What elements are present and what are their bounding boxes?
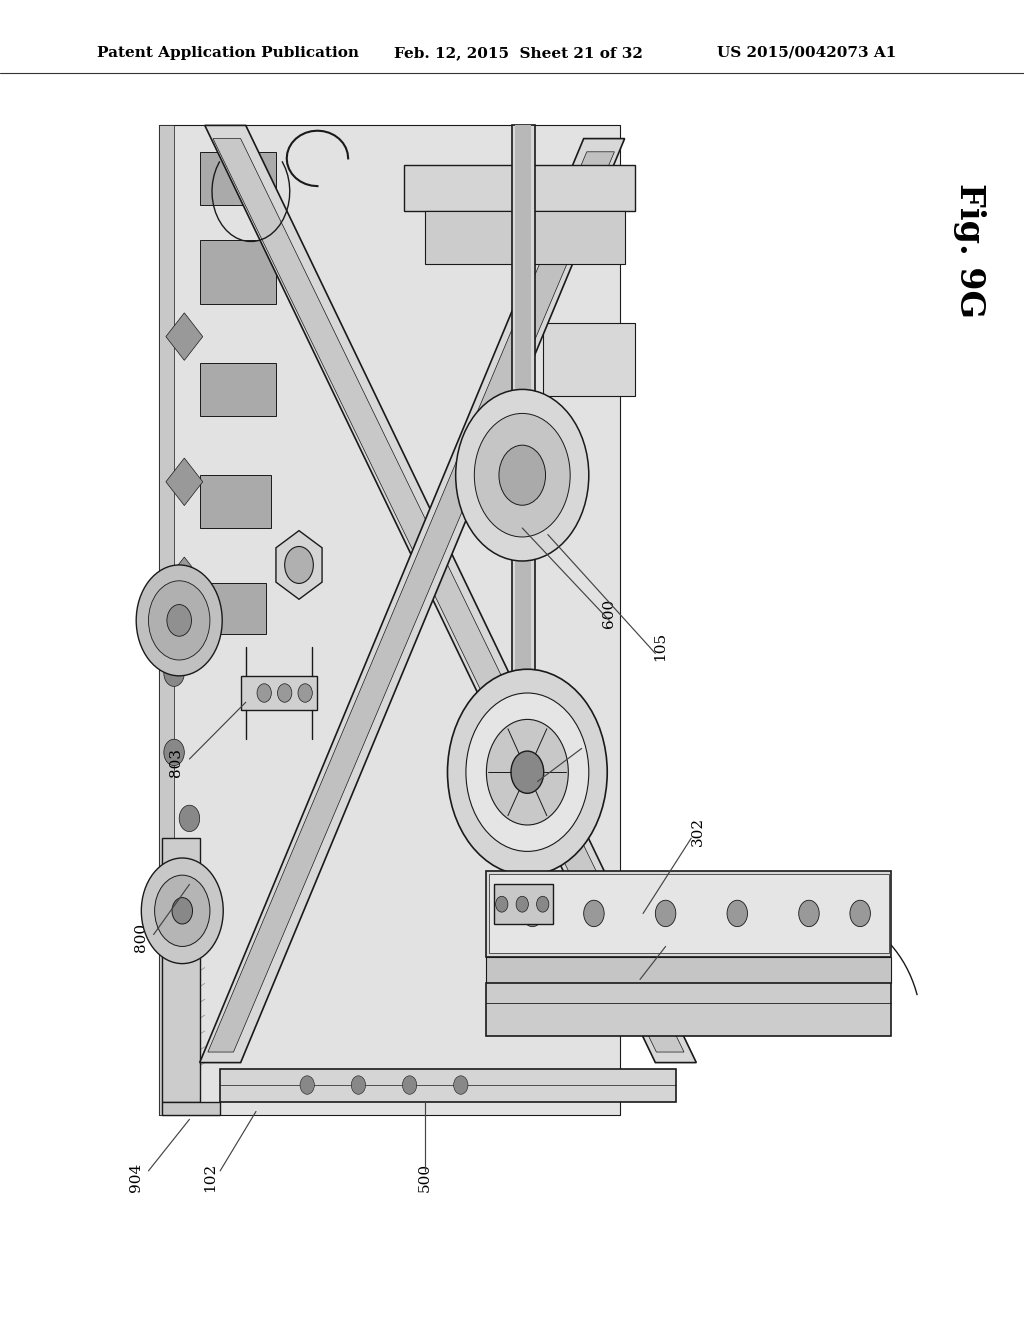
Circle shape xyxy=(516,896,528,912)
Bar xyxy=(200,240,276,304)
Circle shape xyxy=(454,1076,468,1094)
Circle shape xyxy=(300,1076,314,1094)
Text: 105: 105 xyxy=(653,632,668,661)
Text: 904: 904 xyxy=(129,1163,143,1192)
Circle shape xyxy=(164,660,184,686)
Circle shape xyxy=(285,546,313,583)
Polygon shape xyxy=(275,531,323,599)
Circle shape xyxy=(179,805,200,832)
Polygon shape xyxy=(543,323,635,396)
Circle shape xyxy=(298,684,312,702)
Circle shape xyxy=(584,900,604,927)
Circle shape xyxy=(727,900,748,927)
Circle shape xyxy=(486,719,568,825)
Polygon shape xyxy=(512,125,535,884)
Circle shape xyxy=(148,581,210,660)
Circle shape xyxy=(496,896,508,912)
Bar xyxy=(200,363,276,416)
Circle shape xyxy=(537,896,549,912)
Circle shape xyxy=(257,684,271,702)
Text: Patent Application Publication: Patent Application Publication xyxy=(97,46,359,59)
Bar xyxy=(200,583,266,634)
Circle shape xyxy=(164,739,184,766)
Text: Fig. 9G: Fig. 9G xyxy=(953,183,986,318)
Bar xyxy=(200,152,276,205)
Circle shape xyxy=(466,693,589,851)
Circle shape xyxy=(447,669,607,875)
Circle shape xyxy=(278,684,292,702)
Circle shape xyxy=(402,1076,417,1094)
Polygon shape xyxy=(162,1102,220,1115)
Polygon shape xyxy=(213,139,684,1052)
Circle shape xyxy=(850,900,870,927)
Polygon shape xyxy=(166,557,203,605)
Text: 600: 600 xyxy=(602,599,616,628)
Polygon shape xyxy=(489,874,889,953)
Text: 803: 803 xyxy=(169,748,183,777)
Text: 500: 500 xyxy=(418,1163,432,1192)
Polygon shape xyxy=(425,211,625,264)
Polygon shape xyxy=(208,152,614,1052)
Text: 102: 102 xyxy=(203,1163,217,1192)
Circle shape xyxy=(167,605,191,636)
Polygon shape xyxy=(404,165,635,211)
Polygon shape xyxy=(166,313,203,360)
Circle shape xyxy=(499,445,546,506)
Text: 301: 301 xyxy=(667,925,681,954)
Circle shape xyxy=(799,900,819,927)
Polygon shape xyxy=(162,838,200,1102)
Circle shape xyxy=(155,875,210,946)
Circle shape xyxy=(136,565,222,676)
Polygon shape xyxy=(494,884,553,924)
Polygon shape xyxy=(486,983,891,1036)
Text: Feb. 12, 2015  Sheet 21 of 32: Feb. 12, 2015 Sheet 21 of 32 xyxy=(394,46,643,59)
Polygon shape xyxy=(515,125,531,884)
Polygon shape xyxy=(220,1069,676,1102)
Text: 800: 800 xyxy=(134,923,148,952)
Polygon shape xyxy=(159,125,620,1115)
Text: US 2015/0042073 A1: US 2015/0042073 A1 xyxy=(717,46,896,59)
Circle shape xyxy=(456,389,589,561)
Circle shape xyxy=(172,898,193,924)
Text: 302: 302 xyxy=(691,817,706,846)
Polygon shape xyxy=(200,139,625,1063)
Polygon shape xyxy=(486,957,891,983)
Bar xyxy=(200,475,271,528)
Polygon shape xyxy=(159,125,174,1115)
Polygon shape xyxy=(166,458,203,506)
Circle shape xyxy=(655,900,676,927)
Circle shape xyxy=(511,751,544,793)
Polygon shape xyxy=(205,125,696,1063)
Text: 604: 604 xyxy=(579,727,593,756)
Polygon shape xyxy=(486,871,891,957)
Circle shape xyxy=(351,1076,366,1094)
Circle shape xyxy=(141,858,223,964)
Circle shape xyxy=(522,900,543,927)
Circle shape xyxy=(474,413,570,537)
Polygon shape xyxy=(241,676,317,710)
